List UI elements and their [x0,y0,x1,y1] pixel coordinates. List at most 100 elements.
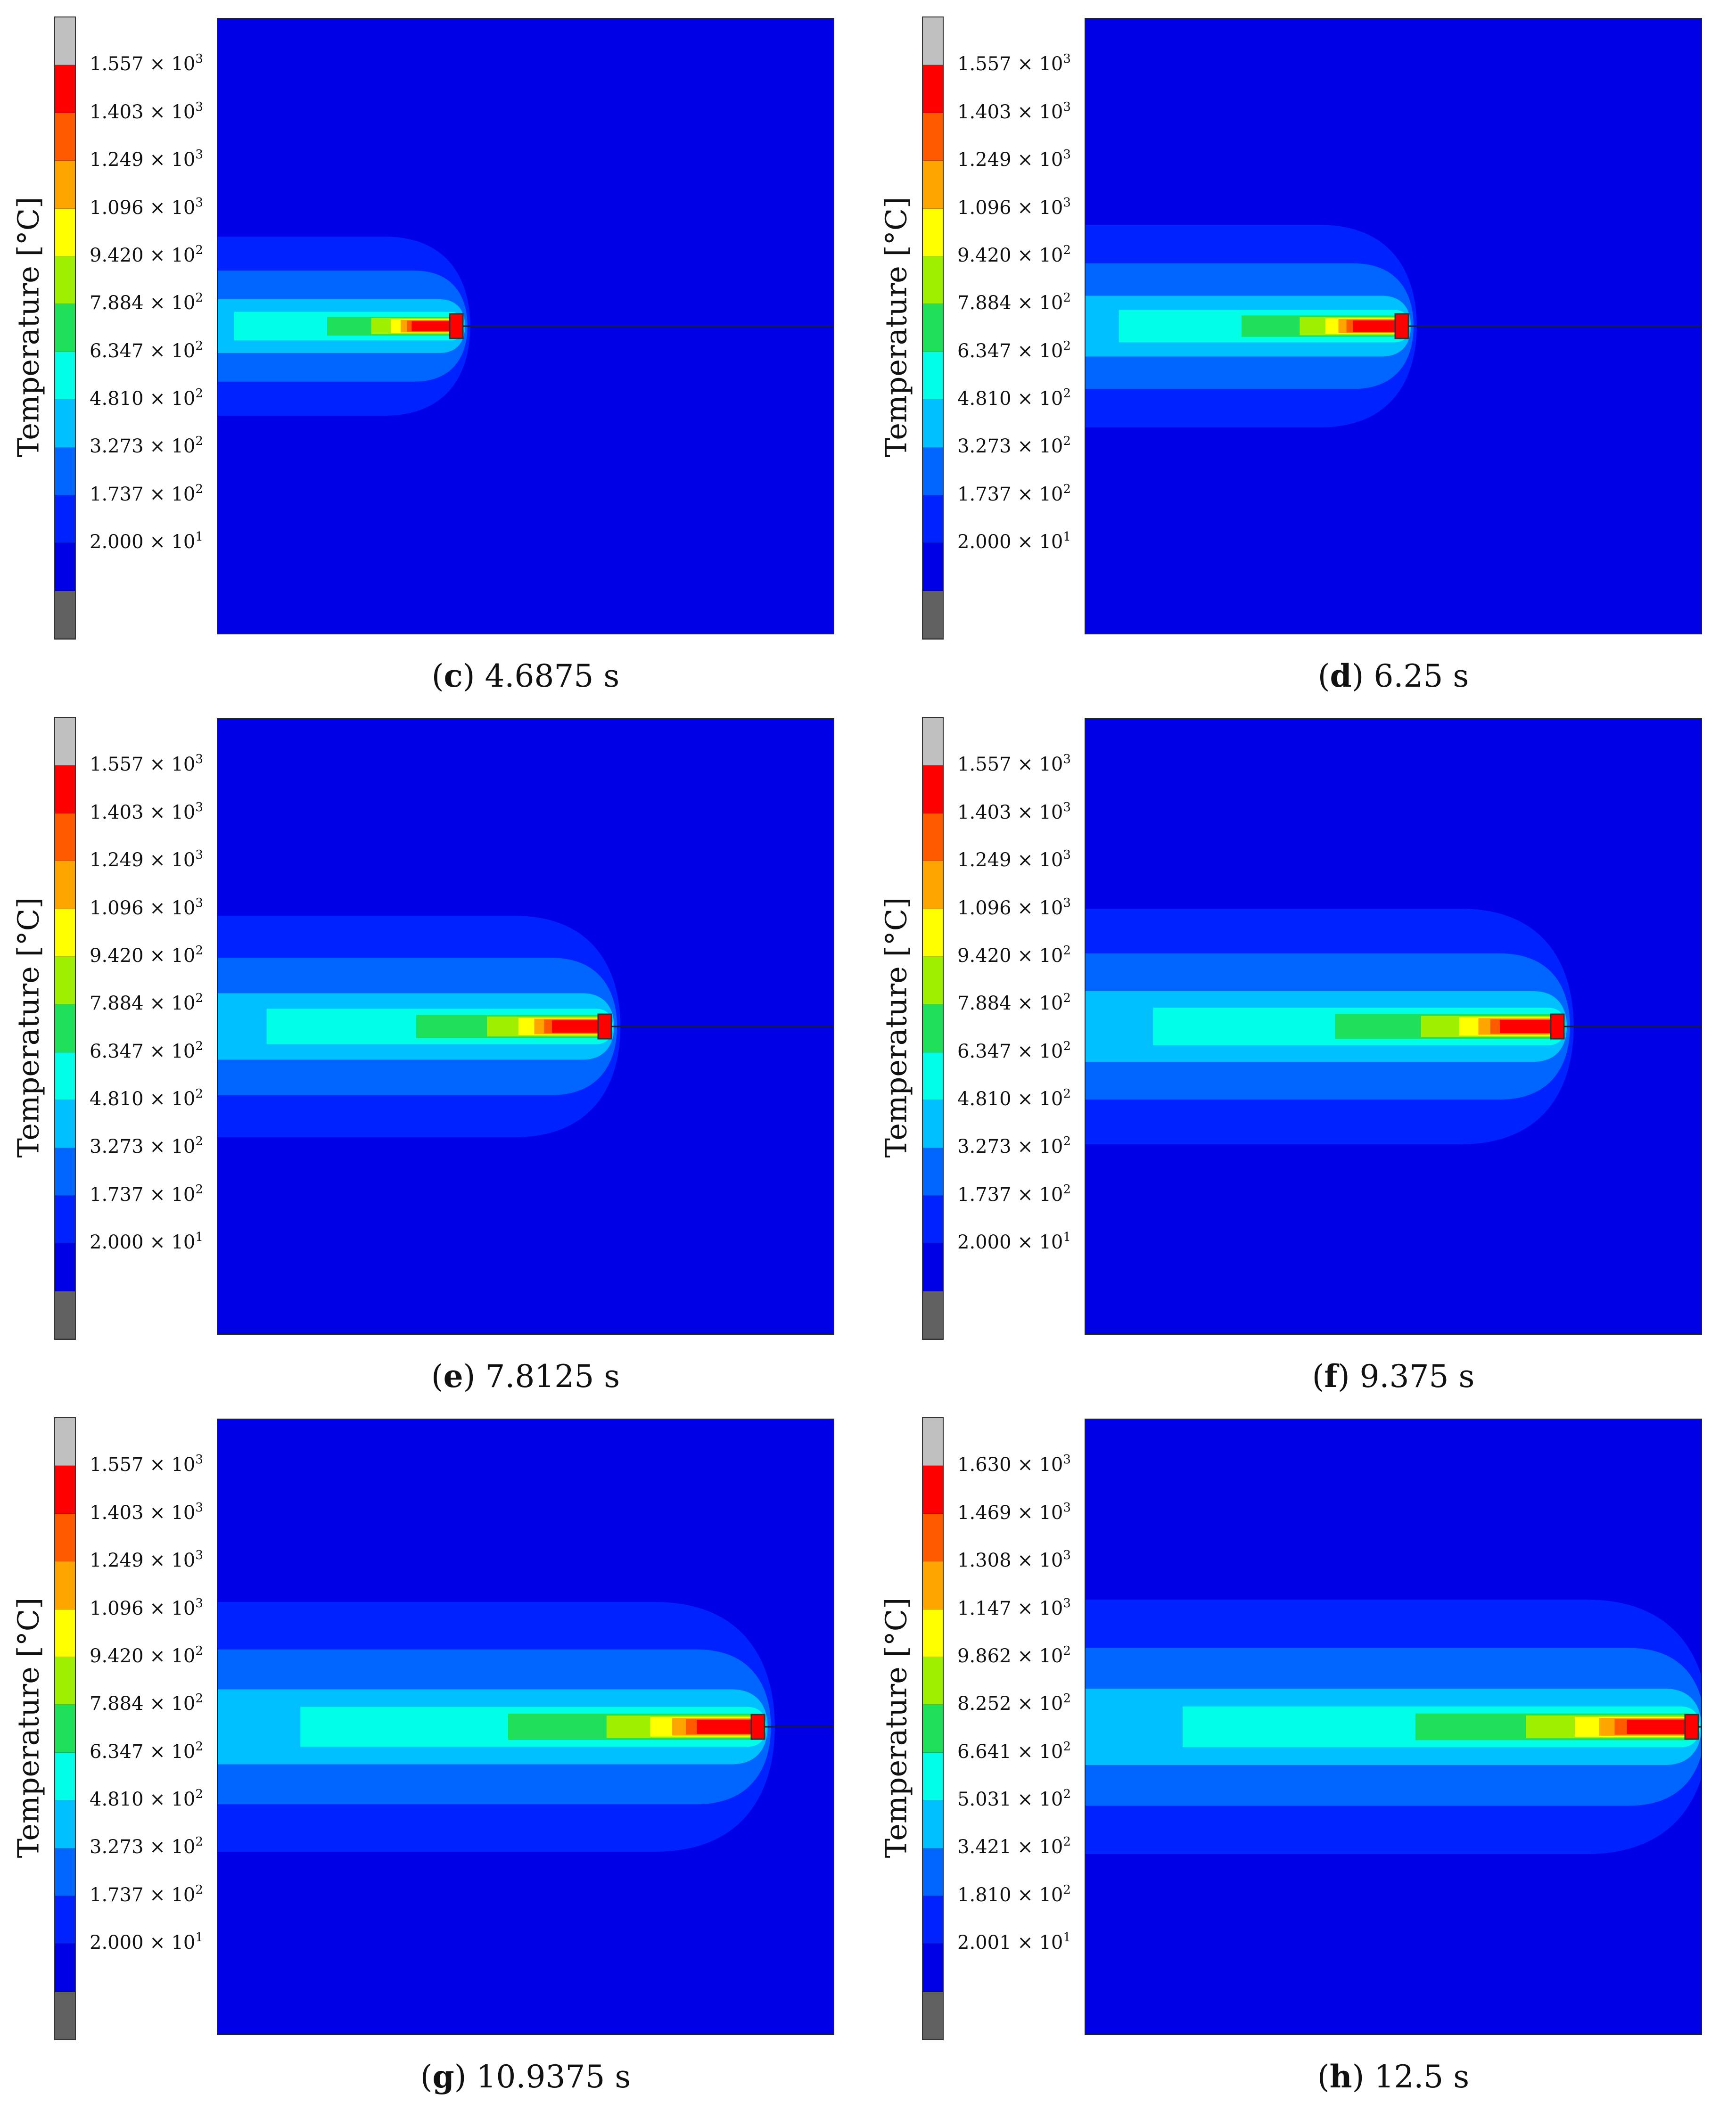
tick-base: × 10 [149,754,196,776]
tick-base: × 10 [1017,1550,1063,1572]
tick-mantissa: 3.273 [90,1136,150,1158]
colorbar-tick-label: 1.737 × 102 [957,482,1071,505]
colorbar-swatch [923,304,943,352]
colorbar-labels: 1.557 × 103 1.403 × 103 1.249 × 103 1.096 ×… [957,717,1099,1338]
tick-base: × 10 [1017,388,1063,410]
colorbar-tick-label: 9.420 × 102 [90,944,203,965]
tick-exponent: 3 [195,800,203,814]
tick-base: × 10 [149,1550,196,1572]
colorbar-tick-label: 9.420 × 102 [90,1645,203,1666]
panel-time-label: 9.375 s [1359,1358,1475,1395]
panel-time-label: 12.5 s [1374,2059,1470,2095]
tick-exponent: 3 [1063,1596,1071,1610]
colorbar-tick-label: 1.630 × 103 [957,1453,1071,1476]
tick-base: × 10 [1017,1454,1063,1476]
colorbar-swatch [923,1991,943,2040]
tick-exponent: 1 [195,530,203,544]
tick-mantissa: 1.469 [957,1502,1018,1524]
colorbar-tick-label: 1.557 × 103 [957,753,1071,776]
colorbar-swatch [55,956,75,1005]
tick-exponent: 3 [195,1453,203,1467]
tick-base: × 10 [149,1454,196,1476]
colorbar-tick-label: 9.420 × 102 [957,243,1071,265]
tick-mantissa: 1.630 [957,1454,1018,1476]
tick-mantissa: 1.096 [90,197,150,219]
tick-mantissa: 1.737 [90,1884,150,1906]
heat-source-marker [1684,1714,1699,1740]
tick-mantissa: 1.737 [957,483,1018,505]
tick-mantissa: 3.273 [90,1836,150,1858]
tick-exponent: 2 [1063,1087,1071,1101]
tick-exponent: 3 [195,52,203,66]
tick-mantissa: 3.273 [957,1136,1018,1158]
tick-exponent: 3 [1063,195,1071,210]
colorbar [922,16,944,640]
colorbar-swatch [923,447,943,495]
colorbar-tick-label: 3.421 × 102 [957,1836,1071,1856]
panel-h: 1.630 × 103 1.469 × 103 1.308 × 103 1.147 ×… [868,1401,1736,2101]
colorbar-title: Temperature [°C] [879,897,913,1158]
tick-base: × 10 [1017,53,1063,75]
tick-exponent: 3 [195,752,203,767]
tick-exponent: 3 [1063,148,1071,162]
panel-caption: (h) 12.5 s [1317,2058,1470,2095]
tick-mantissa: 2.000 [957,1232,1018,1254]
panel-time-label: 10.9375 s [476,2059,631,2095]
colorbar-tick-label: 1.737 × 102 [90,1183,203,1206]
tick-base: × 10 [1017,149,1063,171]
colorbar-swatch [923,1848,943,1896]
tick-base: × 10 [149,149,196,171]
colorbar-swatch [923,543,943,591]
tick-mantissa: 2.001 [957,1932,1018,1954]
tick-base: × 10 [1017,531,1063,553]
colorbar-swatch [923,1052,943,1100]
colorbar-swatch [55,1052,75,1100]
tick-exponent: 1 [1063,530,1071,544]
colorbar-swatch [55,161,75,209]
tick-exponent: 2 [1063,991,1071,1006]
tick-mantissa: 1.737 [957,1183,1018,1206]
colorbar-swatch [55,400,75,448]
temperature-field [217,18,834,634]
colorbar-swatch [923,861,943,909]
tick-base: × 10 [1017,292,1063,314]
tick-base: × 10 [1017,1088,1063,1110]
tick-exponent: 2 [1063,243,1071,257]
colorbar-swatch [55,304,75,352]
colorbar-swatch [55,861,75,909]
colorbar-tick-label: 1.737 × 102 [957,1183,1071,1206]
tick-base: × 10 [1017,801,1063,823]
colorbar-title: Temperature [°C] [11,197,46,458]
tick-mantissa: 8.252 [957,1693,1018,1715]
colorbar-swatch [55,718,75,766]
tick-base: × 10 [1017,483,1063,505]
colorbar-swatch [55,495,75,543]
tick-mantissa: 6.641 [957,1741,1018,1763]
colorbar-swatch [55,1800,75,1848]
colorbar-tick-label: 4.810 × 102 [90,387,203,408]
tick-base: × 10 [149,197,196,219]
temperature-contour-band [1627,1719,1699,1734]
panel-f: 1.557 × 103 1.403 × 103 1.249 × 103 1.096 ×… [868,700,1736,1401]
tick-base: × 10 [1017,754,1063,776]
tick-mantissa: 7.884 [90,292,150,314]
temperature-contour-band [1500,1020,1565,1033]
colorbar-tick-label: 1.737 × 102 [90,1884,203,1906]
tick-exponent: 2 [1063,1643,1071,1658]
tick-base: × 10 [149,1741,196,1763]
colorbar [922,717,944,1340]
colorbar-tick-label: 1.403 × 103 [957,101,1071,122]
colorbar-tick-label: 2.001 × 101 [957,1931,1071,1954]
colorbar-swatch [55,65,75,113]
tick-mantissa: 1.810 [957,1884,1018,1906]
colorbar-tick-label: 5.031 × 102 [957,1788,1071,1811]
tick-mantissa: 2.000 [90,1932,150,1954]
tick-exponent: 2 [1063,482,1071,496]
tick-base: × 10 [1017,1789,1063,1811]
panel-letter: h [1329,2058,1352,2095]
tick-exponent: 2 [195,291,203,305]
tick-mantissa: 1.737 [90,1183,150,1206]
tick-base: × 10 [149,1597,196,1619]
tick-exponent: 3 [195,1596,203,1610]
tick-base: × 10 [149,897,196,919]
